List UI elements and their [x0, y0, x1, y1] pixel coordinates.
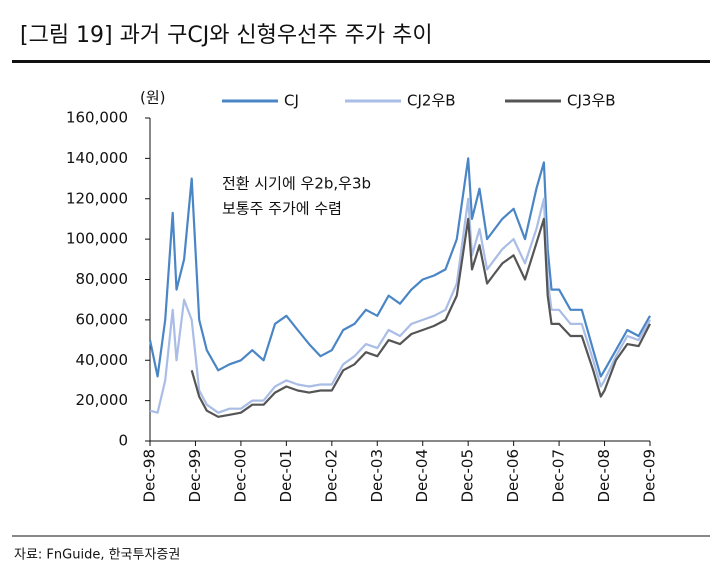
y-tick-label: 0	[118, 432, 128, 450]
y-tick-label: 120,000	[66, 189, 128, 207]
y-unit: (원)	[140, 89, 166, 107]
x-tick-label: Dec-09	[641, 449, 659, 503]
legend-label: CJ2우B	[407, 92, 456, 110]
x-tick-label: Dec-01	[277, 449, 295, 503]
chart-title: [그림 19] 과거 구CJ와 신형우선주 주가 추이	[20, 23, 433, 48]
y-tick-label: 60,000	[76, 310, 129, 328]
x-tick-label: Dec-05	[459, 449, 477, 503]
x-tick-label: Dec-00	[231, 449, 249, 503]
x-tick-label: Dec-06	[504, 449, 522, 503]
legend-label: CJ	[284, 92, 299, 110]
legend-label: CJ3우B	[567, 92, 616, 110]
y-tick-label: 80,000	[76, 270, 129, 288]
annotation: 전환 시기에 우2b,우3b	[222, 175, 371, 193]
y-tick-label: 40,000	[76, 351, 129, 369]
annotation: 보통주 주가에 수렴	[222, 200, 342, 218]
x-tick-label: Dec-98	[141, 449, 159, 503]
series-line	[148, 157, 651, 378]
y-tick-label: 20,000	[76, 391, 129, 409]
y-tick-label: 140,000	[66, 149, 128, 167]
y-tick-label: 100,000	[66, 230, 128, 248]
x-tick-label: Dec-03	[368, 449, 386, 503]
x-tick-label: Dec-99	[186, 449, 204, 503]
x-tick-label: Dec-08	[595, 449, 613, 503]
source: 자료: FnGuide, 한국투자증권	[14, 548, 180, 563]
x-tick-label: Dec-04	[413, 449, 431, 503]
x-tick-label: Dec-07	[550, 449, 568, 503]
series-line	[149, 197, 651, 414]
y-tick-label: 160,000	[66, 109, 128, 127]
series-line	[190, 217, 651, 418]
x-tick-label: Dec-02	[322, 449, 340, 503]
title-rule	[12, 60, 710, 63]
